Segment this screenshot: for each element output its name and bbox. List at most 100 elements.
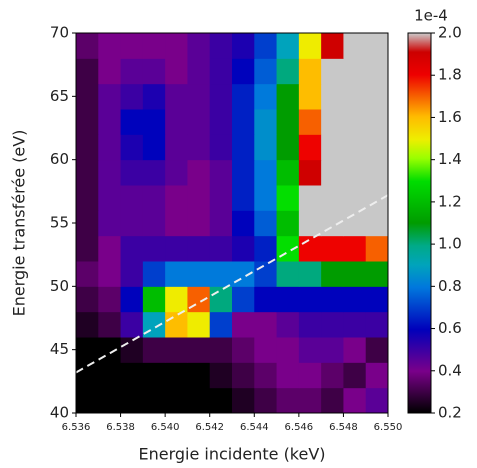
x-axis-title: Energie incidente (keV) bbox=[138, 445, 325, 464]
heatmap-cell bbox=[343, 33, 367, 59]
heatmap-cell bbox=[298, 261, 322, 287]
heatmap-cell bbox=[120, 311, 144, 338]
heatmap-cell bbox=[120, 261, 144, 287]
heatmap-cell bbox=[321, 286, 344, 313]
heatmap-cell bbox=[209, 185, 233, 211]
heatmap-cell bbox=[98, 286, 122, 313]
heatmap-cell bbox=[165, 58, 188, 85]
heatmap-cell bbox=[165, 210, 188, 237]
heatmap-cell bbox=[142, 83, 166, 110]
heatmap-cell bbox=[76, 362, 99, 389]
heatmap-cell bbox=[298, 286, 322, 313]
heatmap-cell bbox=[298, 33, 322, 59]
x-tick-label: 6.550 bbox=[374, 422, 403, 433]
heatmap-cell bbox=[142, 235, 166, 262]
heatmap-cell bbox=[98, 185, 122, 211]
heatmap-cell bbox=[276, 109, 300, 135]
heatmap-cell bbox=[142, 286, 166, 313]
heatmap-cell bbox=[232, 387, 255, 414]
heatmap-cell bbox=[209, 311, 233, 338]
heatmap-cell bbox=[187, 58, 211, 85]
heatmap-cell bbox=[187, 159, 211, 186]
heatmap-cell bbox=[343, 261, 367, 287]
heatmap-cell bbox=[120, 337, 144, 363]
heatmap-cell bbox=[365, 33, 389, 59]
heatmap-cell bbox=[142, 261, 166, 287]
heatmap-cell bbox=[343, 286, 367, 313]
y-tick-label: 65 bbox=[50, 87, 69, 105]
heatmap-cell bbox=[298, 337, 322, 363]
heatmap-cell bbox=[76, 134, 99, 161]
heatmap-cell bbox=[365, 311, 389, 338]
heatmap-cell bbox=[209, 235, 233, 262]
heatmap-cell bbox=[276, 33, 300, 59]
y-axis-title: Energie transférée (eV) bbox=[10, 130, 29, 317]
heatmap-cell bbox=[343, 58, 367, 85]
heatmap-cell bbox=[165, 362, 188, 389]
heatmap-cell bbox=[209, 109, 233, 135]
x-tick-label: 6.548 bbox=[329, 422, 358, 433]
heatmap-cell bbox=[142, 185, 166, 211]
heatmap-cell bbox=[365, 83, 389, 110]
heatmap-cell bbox=[142, 337, 166, 363]
heatmap-cell bbox=[365, 210, 389, 237]
heatmap-cell bbox=[187, 210, 211, 237]
heatmap-cell bbox=[209, 159, 233, 186]
heatmap-cell bbox=[321, 311, 344, 338]
heatmap-cell bbox=[232, 210, 255, 237]
heatmap-cell bbox=[165, 337, 188, 363]
heatmap-cell bbox=[98, 210, 122, 237]
heatmap-cell bbox=[209, 58, 233, 85]
heatmap-cell bbox=[276, 311, 300, 338]
colorbar-tick-label: 0.4 bbox=[438, 361, 462, 379]
heatmap-cell bbox=[276, 83, 300, 110]
colorbar-tick-label: 1.8 bbox=[438, 66, 462, 84]
heatmap-cell bbox=[343, 159, 367, 186]
heatmap-cell bbox=[120, 362, 144, 389]
heatmap-cell bbox=[365, 362, 389, 389]
heatmap-cell bbox=[142, 33, 166, 59]
heatmap-cell bbox=[76, 210, 99, 237]
heatmap-cell bbox=[120, 159, 144, 186]
heatmap-cell bbox=[120, 387, 144, 414]
heatmap-cell bbox=[120, 109, 144, 135]
heatmap-cell bbox=[321, 159, 344, 186]
heatmap-cell bbox=[254, 134, 278, 161]
heatmap-cell bbox=[298, 210, 322, 237]
colorbar-offset: 1e-4 bbox=[414, 7, 448, 25]
heatmap-cell bbox=[254, 311, 278, 338]
heatmap-cell bbox=[76, 261, 99, 287]
heatmap-cell bbox=[98, 311, 122, 338]
heatmap-cell bbox=[254, 83, 278, 110]
heatmap-cell bbox=[254, 33, 278, 59]
heatmap-cell bbox=[365, 159, 389, 186]
heatmap-cell bbox=[76, 235, 99, 262]
heatmap-cell bbox=[187, 387, 211, 414]
heatmap-cell bbox=[98, 362, 122, 389]
heatmap-cell bbox=[76, 83, 99, 110]
heatmap-cell bbox=[343, 134, 367, 161]
heatmap-cell bbox=[165, 235, 188, 262]
heatmap-cell bbox=[165, 311, 188, 338]
heatmap-cell bbox=[209, 134, 233, 161]
heatmap-cell bbox=[209, 337, 233, 363]
heatmap-cell bbox=[298, 235, 322, 262]
heatmap-cell bbox=[321, 33, 344, 59]
colorbar-tick-label: 1.4 bbox=[438, 150, 462, 168]
heatmap-cell bbox=[187, 185, 211, 211]
heatmap-cell bbox=[209, 33, 233, 59]
heatmap-cell bbox=[187, 134, 211, 161]
colorbar-tick-label: 1.2 bbox=[438, 192, 462, 210]
heatmap-cell bbox=[232, 185, 255, 211]
heatmap-cell bbox=[187, 109, 211, 135]
colorbar bbox=[407, 32, 432, 414]
heatmap-cell bbox=[365, 58, 389, 85]
heatmap-cell bbox=[343, 210, 367, 237]
heatmap-cell bbox=[365, 337, 389, 363]
heatmap-cell bbox=[98, 83, 122, 110]
heatmap-cell bbox=[76, 159, 99, 186]
heatmap-cell bbox=[98, 33, 122, 59]
y-tick-label: 50 bbox=[50, 277, 69, 295]
heatmap-cell bbox=[98, 387, 122, 414]
